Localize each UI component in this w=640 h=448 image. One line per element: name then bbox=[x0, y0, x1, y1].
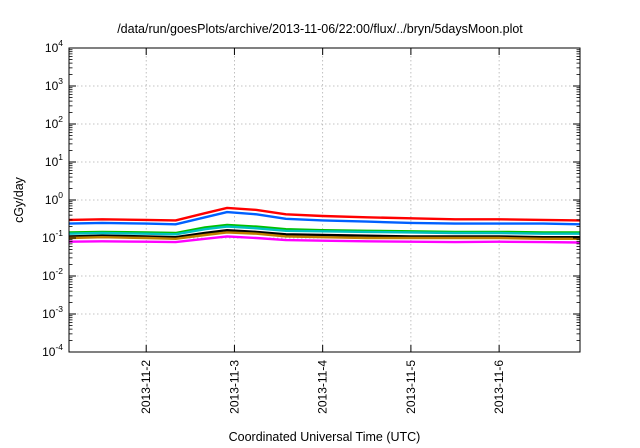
series-line-1 bbox=[68, 206, 581, 222]
y-tick-exponent: 3 bbox=[58, 76, 63, 86]
y-tick-label: 10-1 bbox=[42, 228, 63, 245]
y-tick-base: 10 bbox=[42, 269, 56, 283]
y-tick-base: 10 bbox=[42, 307, 56, 321]
series-line-2 bbox=[68, 210, 581, 226]
series-group bbox=[68, 206, 581, 244]
y-tick-base: 10 bbox=[45, 155, 59, 169]
x-tick-label: 2013-11-3 bbox=[227, 360, 241, 414]
axis-ticks: 10-410-310-210-11001011021031042013-11-2… bbox=[42, 38, 580, 414]
y-tick-base: 10 bbox=[45, 79, 59, 93]
y-tick-exponent: 1 bbox=[58, 152, 63, 162]
y-tick-label: 103 bbox=[45, 76, 63, 93]
series-line-7 bbox=[68, 235, 581, 244]
chart-title: /data/run/goesPlots/archive/2013-11-06/2… bbox=[117, 22, 523, 36]
y-tick-label: 100 bbox=[45, 190, 63, 207]
grid bbox=[69, 48, 580, 352]
y-tick-exponent: -4 bbox=[55, 342, 63, 352]
y-tick-exponent: -3 bbox=[55, 304, 63, 314]
y-tick-base: 10 bbox=[42, 231, 56, 245]
series-line-5 bbox=[68, 228, 580, 239]
y-tick-label: 102 bbox=[45, 114, 63, 131]
y-tick-label: 101 bbox=[45, 152, 63, 169]
y-axis-label: cGy/day bbox=[12, 176, 26, 223]
y-tick-label: 10-3 bbox=[42, 304, 63, 321]
y-tick-label: 10-4 bbox=[42, 342, 63, 359]
y-tick-label: 104 bbox=[45, 38, 63, 55]
y-tick-label: 10-2 bbox=[42, 266, 63, 283]
y-tick-base: 10 bbox=[42, 345, 56, 359]
y-tick-base: 10 bbox=[45, 117, 59, 131]
x-tick-label: 2013-11-2 bbox=[139, 360, 153, 414]
y-tick-exponent: -1 bbox=[55, 228, 63, 238]
x-tick-label: 2013-11-4 bbox=[316, 360, 330, 414]
y-tick-exponent: -2 bbox=[55, 266, 63, 276]
x-tick-label: 2013-11-6 bbox=[492, 360, 506, 414]
x-tick-label: 2013-11-5 bbox=[404, 360, 418, 414]
y-tick-base: 10 bbox=[45, 193, 59, 207]
y-tick-base: 10 bbox=[45, 41, 59, 55]
x-axis-label: Coordinated Universal Time (UTC) bbox=[229, 430, 421, 444]
y-tick-exponent: 4 bbox=[58, 38, 63, 48]
y-tick-exponent: 2 bbox=[58, 114, 63, 124]
series-line-6 bbox=[68, 231, 580, 241]
series-line-4 bbox=[68, 225, 580, 236]
y-tick-exponent: 0 bbox=[58, 190, 63, 200]
